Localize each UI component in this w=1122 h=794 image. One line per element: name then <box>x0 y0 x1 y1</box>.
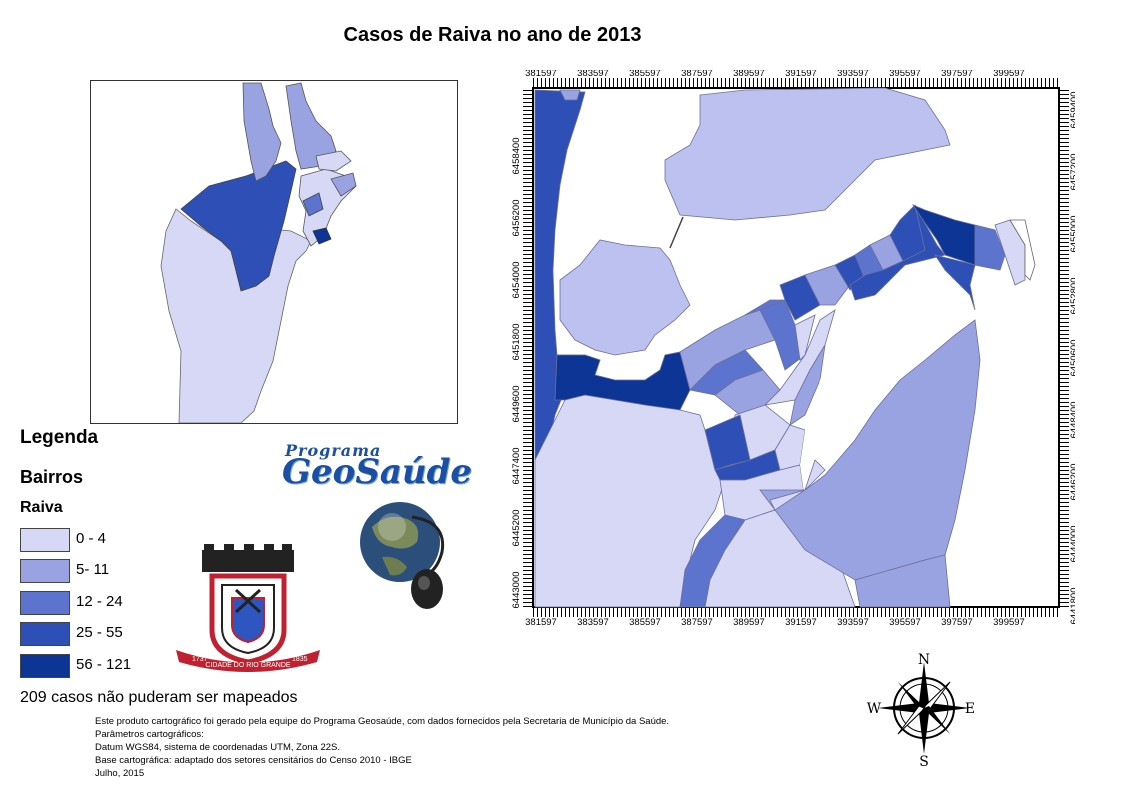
overview-region-center2 <box>330 172 357 197</box>
legend-swatch <box>20 654 70 678</box>
x-tick-label: 399597 <box>993 617 1025 625</box>
x-tick-label: 387597 <box>681 70 713 79</box>
credits-line: Julho, 2015 <box>95 768 145 779</box>
overview-region-center1 <box>315 150 352 172</box>
crest-year-left: 1737 <box>192 656 208 663</box>
legend-label: 0 - 4 <box>76 530 107 547</box>
y-tick-label-left: 6451800 <box>511 324 522 361</box>
x-tick-label: 397597 <box>941 617 973 625</box>
credits-line: Parâmetros cartográficos: <box>95 729 204 740</box>
region-central-m <box>849 204 946 301</box>
y-tick-labels-left: 6443000 6445200 6447400 6449600 6451800 64540… <box>511 138 522 609</box>
legend-swatch <box>20 622 70 646</box>
compass-north: N <box>918 652 930 668</box>
x-tick-label: 389597 <box>733 70 765 79</box>
legend-swatch <box>20 591 70 615</box>
region-west-top <box>559 89 581 101</box>
y-tick-label-right: 6452800 <box>1069 278 1075 315</box>
x-tick-label: 391597 <box>785 617 817 625</box>
frame-bottom <box>533 607 1059 617</box>
unmapped-cases-note: 209 casos não puderam ser mapeados <box>20 689 298 706</box>
y-tick-label-right: 6459400 <box>1069 92 1075 129</box>
y-tick-label-right: 6450600 <box>1069 340 1075 377</box>
x-tick-label: 393597 <box>837 617 869 625</box>
y-tick-label-left: 6454000 <box>511 262 522 299</box>
x-tick-label: 381597 <box>525 617 557 625</box>
legend-field-name: Raiva <box>20 499 63 516</box>
x-tick-label: 397597 <box>941 70 973 79</box>
program-logo-small: Programa <box>285 441 382 460</box>
y-tick-labels-right: 6441800 6444000 6446200 6448400 6450600 64528… <box>1069 92 1075 625</box>
y-tick-label-left: 6449600 <box>511 386 522 423</box>
bridge-line <box>669 216 684 249</box>
x-tick-labels-top: 381597 383597 385597 387597 389597 391597 3935… <box>525 70 1025 79</box>
y-tick-label-left: 6447400 <box>511 448 522 485</box>
overview-region-north2 <box>285 82 337 170</box>
credits-line: Base cartográfica: adaptado dos setores … <box>95 755 412 766</box>
legend-title: Legenda <box>20 427 99 448</box>
frame-right <box>1059 88 1069 607</box>
compass-rose-icon: N S E W <box>867 652 975 768</box>
region-ne-c2 <box>974 224 1006 271</box>
region-central-g <box>779 274 821 321</box>
legend-label: 5- 11 <box>76 561 110 578</box>
x-tick-label: 385597 <box>629 70 661 79</box>
compass-west: W <box>867 701 882 717</box>
legend-label: 56 - 121 <box>76 656 132 673</box>
frame-top <box>533 78 1059 88</box>
y-tick-label-left: 6445200 <box>511 510 522 547</box>
credits-line: Este produto cartográfico foi gerado pel… <box>95 716 670 727</box>
x-tick-label: 395597 <box>889 617 921 625</box>
x-tick-label: 383597 <box>577 617 609 625</box>
x-tick-label: 395597 <box>889 70 921 79</box>
legend-label: 25 - 55 <box>76 624 123 641</box>
x-tick-label: 381597 <box>525 70 557 79</box>
y-tick-label-right: 6448400 <box>1069 402 1075 439</box>
compass-east: E <box>965 701 975 717</box>
x-tick-labels-bottom: 381597 383597 385597 387597 389597 391597 3935… <box>525 617 1025 625</box>
region-southeast-corner <box>854 554 951 608</box>
x-tick-label: 383597 <box>577 70 609 79</box>
region-central-h <box>804 264 851 306</box>
region-ne-tip <box>1009 219 1036 281</box>
overview-region-center4 <box>302 192 324 217</box>
x-tick-label: 399597 <box>993 70 1025 79</box>
region-southeast <box>800 295 975 500</box>
legend-layer-name: Bairros <box>20 467 84 487</box>
globe-mouse-icon <box>360 502 445 609</box>
legend-swatch <box>20 528 70 552</box>
overview-region-center3 <box>312 227 332 245</box>
y-tick-label-left: 6443000 <box>511 572 522 609</box>
credits-block: Este produto cartográfico foi gerado pel… <box>95 715 669 780</box>
x-tick-label: 385597 <box>629 617 661 625</box>
legend-swatch <box>20 559 70 583</box>
region-north-island <box>664 87 951 221</box>
city-crest-icon: 1737 CIDADE DO RIO GRANDE 1835 <box>176 544 320 672</box>
y-tick-label-right: 6441800 <box>1069 588 1075 625</box>
x-tick-label: 393597 <box>837 70 869 79</box>
map-title: Casos de Raiva no ano de 2013 <box>343 24 642 46</box>
program-logo-big: GeoSaúde <box>282 452 473 492</box>
compass-south: S <box>919 754 929 768</box>
frame-left <box>523 88 533 607</box>
y-tick-label-right: 6446200 <box>1069 464 1075 501</box>
crest-year-right: 1835 <box>292 656 308 663</box>
y-tick-label-left: 6458400 <box>511 138 522 175</box>
crest-city: CIDADE DO RIO GRANDE <box>205 662 291 669</box>
region-west-peninsula <box>559 239 691 356</box>
region-central-light <box>769 459 826 511</box>
y-tick-label-right: 6457200 <box>1069 154 1075 191</box>
y-tick-label-left: 6456200 <box>511 200 522 237</box>
neighborhoods <box>534 87 1036 608</box>
x-tick-label: 387597 <box>681 617 713 625</box>
main-map: 381597 383597 385597 387597 389597 391597 3935… <box>511 70 1075 625</box>
y-tick-label-right: 6444000 <box>1069 526 1075 563</box>
x-tick-label: 389597 <box>733 617 765 625</box>
credits-line: Datum WGS84, sistema de coordenadas UTM,… <box>95 742 340 753</box>
legend-label: 12 - 24 <box>76 593 123 610</box>
overview-map <box>90 80 458 424</box>
x-tick-label: 391597 <box>785 70 817 79</box>
y-tick-label-right: 6455000 <box>1069 216 1075 253</box>
overview-region-north <box>242 82 282 182</box>
